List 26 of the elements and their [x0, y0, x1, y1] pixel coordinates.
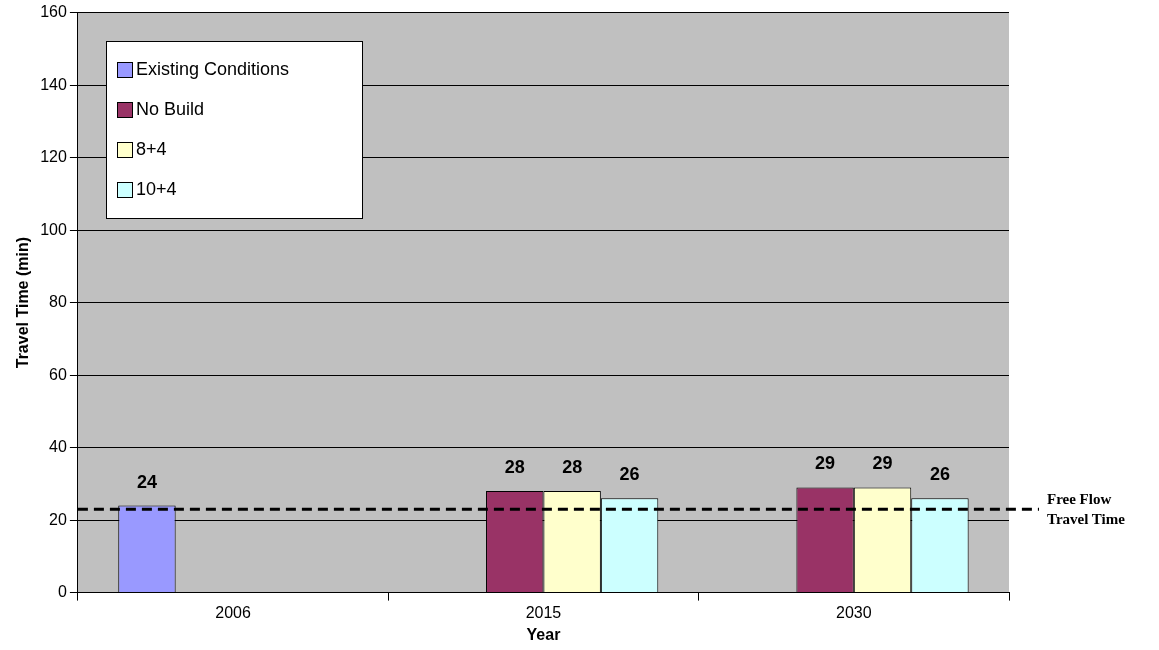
x-tick-label: 2030 [836, 603, 872, 621]
x-axis-title: Year [526, 625, 561, 643]
data-label: 29 [815, 453, 836, 474]
data-label: 28 [562, 457, 583, 478]
legend-label: No Build [135, 99, 204, 121]
legend-label: Existing Conditions [135, 59, 289, 81]
x-tick-label: 2006 [215, 603, 251, 621]
y-tick-label: 120 [40, 148, 67, 166]
y-tick-label: 80 [49, 293, 67, 311]
y-axis-title: Travel Time (min) [14, 236, 32, 369]
data-label: 26 [619, 464, 640, 485]
y-tick-label: 140 [40, 75, 67, 93]
data-label: 24 [136, 471, 157, 492]
y-tick-label: 100 [40, 220, 67, 238]
y-tick-label: 0 [57, 583, 67, 601]
legend-label: 8+4 [135, 139, 167, 161]
y-tick-label: 20 [49, 510, 67, 528]
data-label: 29 [872, 453, 893, 474]
legend-label: 10+4 [135, 179, 177, 201]
data-label: 28 [504, 457, 525, 478]
y-tick-label: 40 [49, 438, 67, 456]
data-label: 26 [929, 464, 950, 485]
ref-line-label: Free Flow Travel Time [1047, 491, 1126, 528]
y-tick-label: 160 [40, 3, 67, 21]
y-tick-label: 60 [49, 365, 67, 383]
x-tick-label: 2015 [525, 603, 562, 621]
